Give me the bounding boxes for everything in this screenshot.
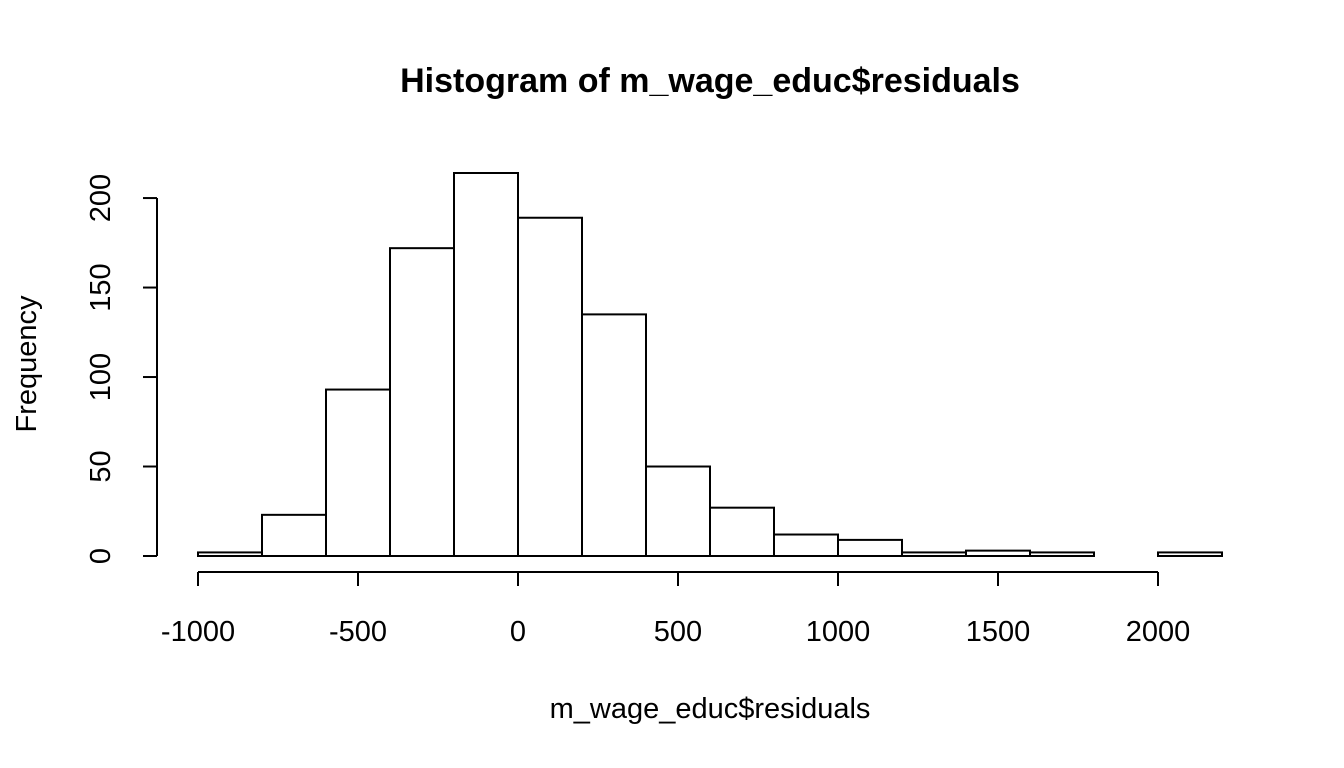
y-tick-label: 150	[85, 263, 117, 311]
histogram-bar	[517, 216, 583, 558]
histogram-bars	[197, 172, 1223, 558]
histogram-bar	[709, 506, 775, 558]
histogram-bar	[773, 533, 839, 558]
histogram-bar	[1029, 551, 1095, 557]
x-tick-label: 2000	[1126, 616, 1191, 648]
y-tick-label: 100	[85, 353, 117, 401]
x-tick-label: -1000	[161, 616, 235, 648]
y-tick-label: 0	[85, 548, 117, 564]
histogram-bar	[965, 549, 1031, 558]
histogram-bar	[325, 388, 391, 557]
histogram-bar	[581, 313, 647, 557]
histogram-bar	[197, 551, 263, 557]
x-tick-label: 1000	[806, 616, 871, 648]
histogram-bar	[1157, 551, 1223, 557]
x-axis-label: m_wage_educ$residuals	[550, 693, 871, 725]
histogram-bar	[261, 513, 327, 557]
y-axis: 0 50 100 150 200	[85, 174, 158, 564]
histogram-bar	[837, 538, 903, 557]
x-tick-label: 500	[654, 616, 702, 648]
histogram-bar	[901, 551, 967, 557]
histogram-bar	[453, 172, 519, 557]
y-tick-label: 50	[85, 450, 117, 482]
x-axis: -1000 -500 0 500 1000 1500 2000	[161, 571, 1191, 648]
chart-title: Histogram of m_wage_educ$residuals	[400, 62, 1020, 100]
x-tick-label: 0	[510, 616, 526, 648]
y-tick-label: 200	[85, 174, 117, 222]
y-axis-label: Frequency	[11, 295, 43, 433]
x-tick-label: -500	[329, 616, 387, 648]
x-tick-label: 1500	[966, 616, 1031, 648]
histogram-bar	[645, 465, 711, 557]
histogram-bar	[389, 247, 455, 558]
